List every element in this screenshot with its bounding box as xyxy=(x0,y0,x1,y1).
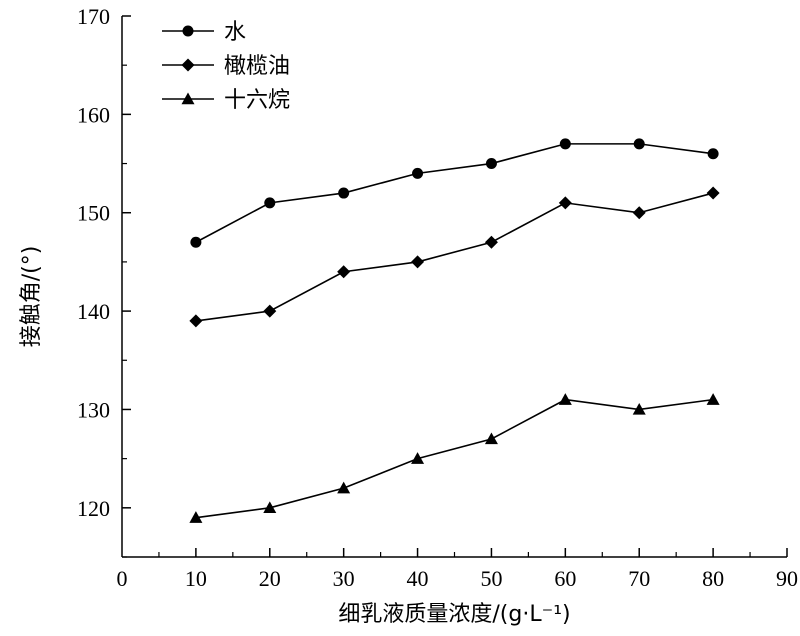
data-point-circle xyxy=(485,158,497,170)
series-1 xyxy=(190,138,719,248)
legend-label: 橄榄油 xyxy=(224,54,290,79)
data-point-circle xyxy=(338,187,350,199)
y-tick-label: 170 xyxy=(77,4,110,29)
data-point-circle xyxy=(559,138,571,150)
data-point-circle xyxy=(190,236,202,248)
legend-item: 水 xyxy=(162,20,246,45)
series-line xyxy=(195,143,714,243)
data-point-diamond xyxy=(263,304,277,318)
x-tick-label: 20 xyxy=(259,566,281,591)
legend-label: 十六烷 xyxy=(224,88,290,113)
series-line xyxy=(195,192,714,322)
data-point-diamond xyxy=(337,265,351,279)
series-layer xyxy=(189,138,720,523)
legend-marker xyxy=(181,58,195,72)
legend-label: 水 xyxy=(224,20,246,45)
legend-marker xyxy=(182,25,194,37)
y-tick-label: 160 xyxy=(77,102,110,127)
data-point-triangle xyxy=(263,501,277,514)
x-tick-label: 40 xyxy=(407,566,429,591)
data-point-diamond xyxy=(189,314,203,328)
legend-item: 十六烷 xyxy=(162,88,290,113)
x-tick-label: 90 xyxy=(776,566,798,591)
x-axis-title: 细乳液质量浓度/(g·L⁻¹) xyxy=(338,602,570,627)
data-point-triangle xyxy=(411,452,425,464)
x-tick-label: 0 xyxy=(117,566,128,591)
data-point-circle xyxy=(412,167,424,179)
x-tick-label: 10 xyxy=(185,566,207,591)
data-point-diamond xyxy=(411,255,425,269)
ticks: 0 10 20 30 40 50 60 70 80 90 120 130 140 150 160 170 xyxy=(77,4,798,591)
data-point-circle xyxy=(264,197,276,209)
data-point-triangle xyxy=(632,402,646,415)
x-tick-label: 60 xyxy=(554,566,576,591)
data-point-diamond xyxy=(558,196,572,210)
y-tick-label: 150 xyxy=(77,201,110,226)
axes xyxy=(121,16,787,558)
y-tick-label: 120 xyxy=(77,496,110,521)
series-2 xyxy=(189,186,720,328)
y-axis-title: 接触角/(°) xyxy=(19,246,44,348)
data-point-triangle xyxy=(484,432,498,445)
x-tick-label: 50 xyxy=(480,566,502,591)
data-point-diamond xyxy=(706,186,720,200)
data-point-circle xyxy=(707,148,719,160)
data-point-triangle xyxy=(337,481,351,494)
x-tick-label: 80 xyxy=(702,566,724,591)
data-point-diamond xyxy=(484,235,498,249)
legend-item: 橄榄油 xyxy=(162,54,290,79)
series-line xyxy=(195,398,714,519)
y-tick-label: 130 xyxy=(77,397,110,422)
x-tick-label: 30 xyxy=(333,566,355,591)
data-point-triangle xyxy=(189,511,203,523)
x-tick-label: 70 xyxy=(628,566,650,591)
series-3 xyxy=(189,393,720,523)
legend-marker xyxy=(181,92,195,105)
data-point-diamond xyxy=(632,206,646,220)
y-tick-label: 140 xyxy=(77,299,110,324)
data-point-triangle xyxy=(706,393,720,405)
data-point-triangle xyxy=(558,393,572,405)
data-point-circle xyxy=(633,138,645,150)
